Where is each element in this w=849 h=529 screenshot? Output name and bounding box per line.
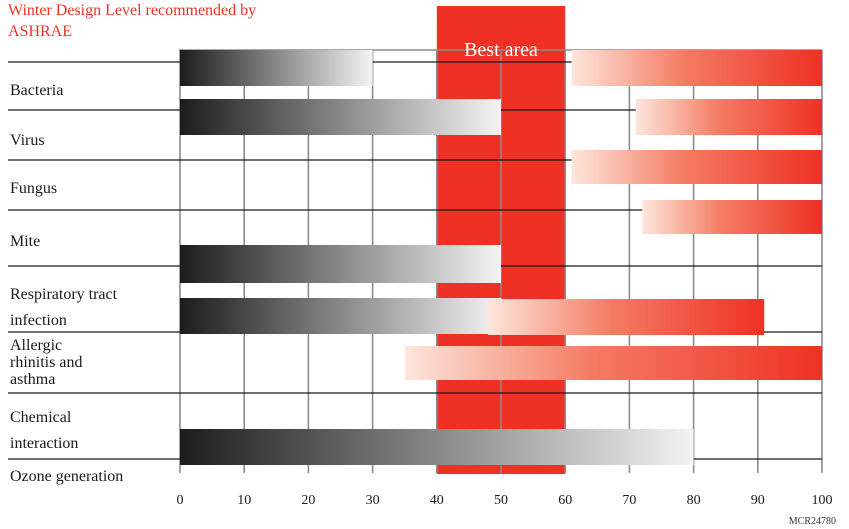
category-label: Bacteria <box>10 82 63 99</box>
category-label: asthma <box>10 371 55 388</box>
x-tick-label: 10 <box>237 493 251 508</box>
category-label: interaction <box>10 435 78 452</box>
bar-respiratory-tract-infection-red <box>488 299 765 335</box>
chart-title-line-2: ASHRAE <box>8 23 72 40</box>
x-tick-label: 70 <box>622 493 636 508</box>
x-tick-label: 0 <box>177 493 184 508</box>
bar-bacteria-gray <box>180 50 373 86</box>
bar-respiratory-tract-infection-gray <box>180 298 501 334</box>
bar-fungus-red <box>571 150 822 184</box>
category-label: Respiratory tract <box>10 286 118 303</box>
chart-title-line-1: Winter Design Level recommended by <box>8 2 256 19</box>
x-tick-label: 100 <box>812 493 833 508</box>
x-tick-label: 80 <box>687 493 701 508</box>
bar-allergic-rhinitis-and-asthma-red <box>404 346 822 380</box>
category-label: Virus <box>10 132 45 149</box>
category-label: Allergic <box>10 337 62 354</box>
category-label: infection <box>10 312 67 329</box>
category-label: Fungus <box>10 180 57 197</box>
bar-chemical-interaction-gray <box>180 429 694 465</box>
x-tick-label: 30 <box>366 493 380 508</box>
category-label: rhinitis and <box>10 354 82 371</box>
bar-virus-red <box>635 99 822 135</box>
figure-code: MCR24780 <box>789 516 836 527</box>
category-label: Mite <box>10 233 40 250</box>
x-tick-label: 40 <box>430 493 444 508</box>
category-label: Ozone generation <box>10 468 123 485</box>
bar-mite-red <box>642 200 822 234</box>
x-tick-label: 60 <box>558 493 572 508</box>
bar-bacteria-red <box>571 50 822 86</box>
category-label: Chemical <box>10 409 72 426</box>
bar-virus-gray <box>180 99 501 135</box>
best-area-label: Best area <box>464 39 538 61</box>
x-tick-label: 90 <box>751 493 765 508</box>
x-tick-label: 20 <box>301 493 315 508</box>
bar-respiratory-tract-infection-gray <box>180 245 501 283</box>
x-tick-label: 50 <box>494 493 508 508</box>
